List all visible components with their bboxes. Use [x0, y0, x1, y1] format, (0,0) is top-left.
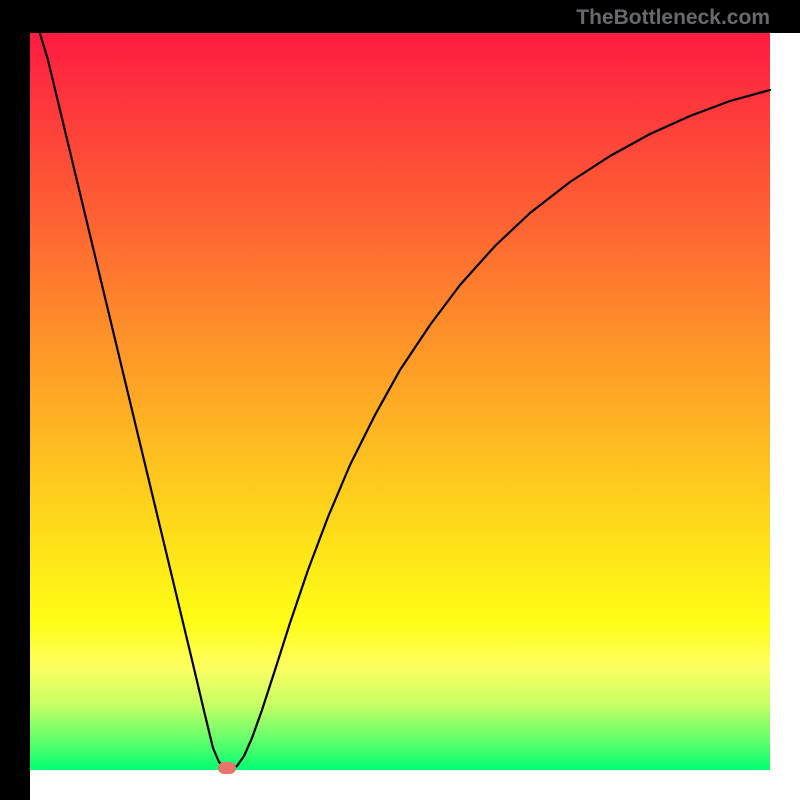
watermark-text: TheBottleneck.com: [576, 6, 770, 30]
minimum-marker: [218, 762, 236, 774]
bottleneck-chart: TheBottleneck.com: [0, 0, 800, 800]
chart-background: [0, 0, 800, 800]
chart-gradient-fill: [30, 33, 770, 770]
